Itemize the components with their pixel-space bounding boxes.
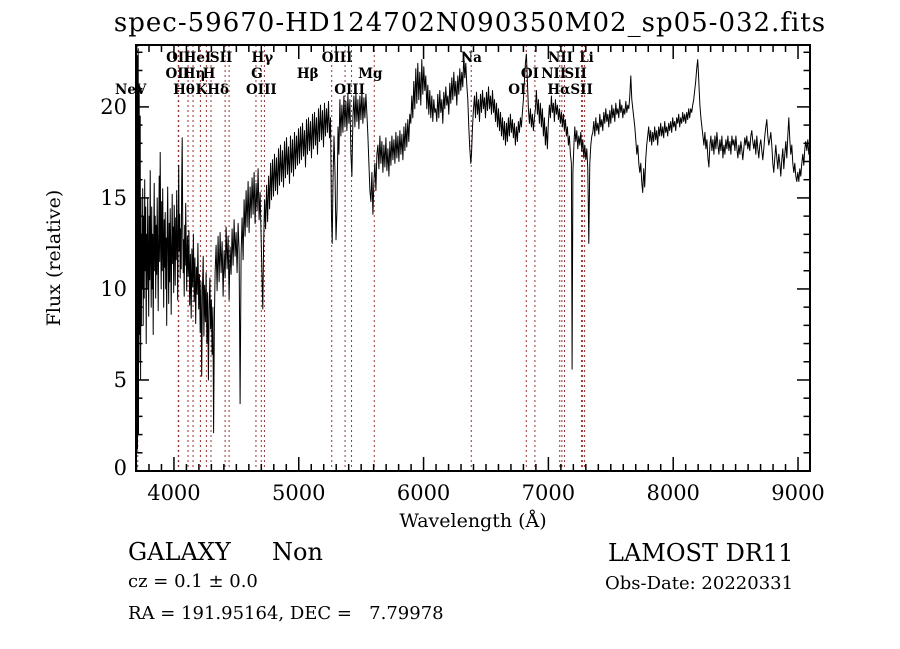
line-label-NII: NII (548, 50, 573, 66)
line-label-Hη: Hη (183, 66, 206, 82)
line-label-OI: OI (521, 66, 539, 82)
line-label-NeV: NeV (115, 82, 147, 98)
y-tick-20: 20 (100, 95, 127, 119)
object-class-label: GALAXY (128, 538, 231, 566)
line-label-Li: Li (579, 50, 594, 66)
y-tick-10: 10 (100, 277, 127, 301)
y-tick-15: 15 (100, 186, 127, 210)
y-tick-labels: 0 5 10 15 20 (100, 95, 127, 480)
object-subclass-label: Non (272, 538, 323, 566)
line-label-Na: Na (461, 50, 482, 66)
x-tick-9000: 9000 (771, 481, 824, 505)
line-label-SII: SII (570, 82, 592, 98)
x-tick-4000: 4000 (147, 481, 200, 505)
x-tick-6000: 6000 (397, 481, 450, 505)
line-label-OII: OII (166, 50, 190, 66)
survey-release-label: LAMOST DR11 (608, 539, 794, 567)
line-label-OIII: OIII (322, 50, 353, 66)
line-label-Mg: Mg (358, 66, 383, 82)
page-title: spec-59670-HD124702N090350M02_sp05-032.f… (113, 8, 827, 38)
line-label-OIII: OIII (246, 82, 277, 98)
obs-date-text: Obs-Date: 20220331 (605, 573, 794, 594)
line-label-K: K (196, 82, 209, 98)
y-tick-0: 0 (114, 456, 127, 480)
x-tick-7000: 7000 (522, 481, 575, 505)
line-label-OII: OII (166, 66, 190, 82)
cz-value-text: cz = 0.1 ± 0.0 (128, 571, 258, 592)
line-label-NII: NII (541, 66, 566, 82)
line-label-H: H (203, 66, 216, 82)
x-tick-8000: 8000 (646, 481, 699, 505)
y-tick-5: 5 (114, 368, 127, 392)
line-label-Hβ: Hβ (297, 66, 319, 82)
line-label-G: G (251, 66, 263, 82)
line-label-SII: SII (564, 66, 586, 82)
axis-ticks (135, 45, 810, 472)
line-label-HeI: HeI (184, 50, 212, 66)
line-label-OIII: OIII (334, 82, 365, 98)
spectral-line-labels: NeVOIIOIIHθHηHeIKHSIIHδGHγOIIIHβOIIIOIII… (115, 50, 594, 98)
y-axis-title: Flux (relative) (43, 190, 65, 327)
line-label-Hθ: Hθ (173, 82, 195, 98)
x-axis-title: Wavelength (Å) (399, 510, 546, 532)
ra-dec-text: RA = 191.95164, DEC = 7.79978 (128, 603, 444, 624)
line-label-Hα: Hα (547, 82, 571, 98)
line-label-OI: OI (508, 82, 526, 98)
spectrum-trace (136, 48, 811, 450)
line-label-SII: SII (210, 50, 232, 66)
line-label-Hδ: Hδ (207, 82, 229, 98)
x-tick-labels: 4000 5000 6000 7000 8000 9000 (147, 481, 825, 505)
x-tick-5000: 5000 (272, 481, 325, 505)
line-label-Hγ: Hγ (251, 50, 273, 66)
